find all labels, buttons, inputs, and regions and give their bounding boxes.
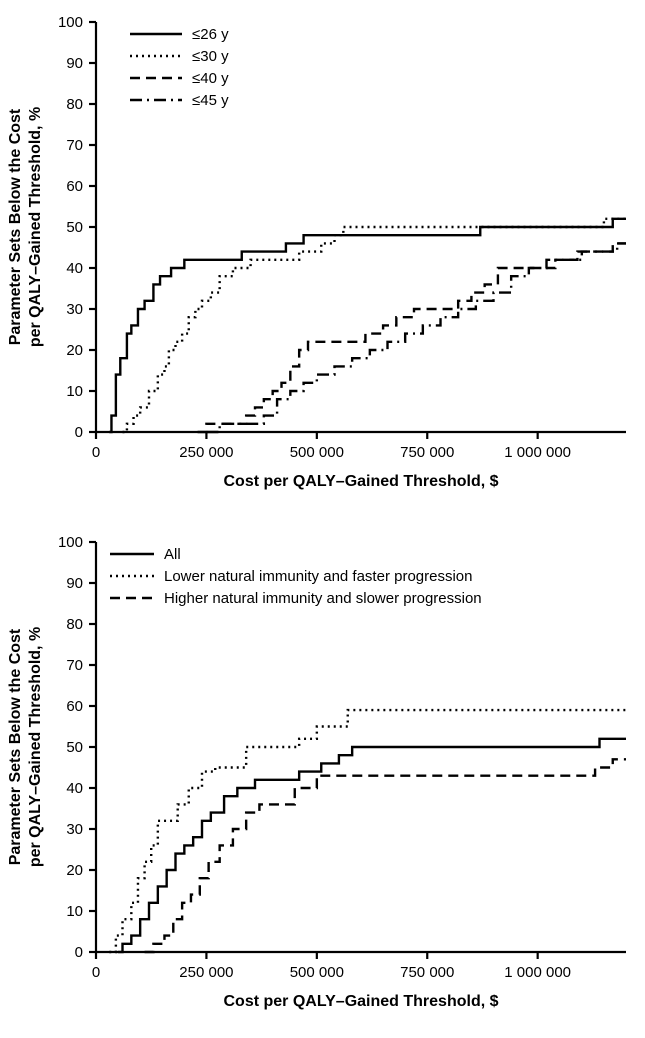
x-tick-label: 750 000	[400, 964, 454, 981]
svg-text:Parameter Sets Below the Cost: Parameter Sets Below the Cost	[7, 628, 24, 865]
legend-label: ≤40 y	[192, 70, 229, 87]
y-axis-title: Parameter Sets Below the Costper QALY–Ga…	[7, 107, 44, 347]
x-tick-label: 750 000	[400, 444, 454, 461]
x-tick-label: 500 000	[290, 444, 344, 461]
legend-label: ≤30 y	[192, 48, 229, 65]
svg-text:Parameter Sets Below the Cost: Parameter Sets Below the Cost	[7, 108, 24, 345]
y-tick-label: 50	[66, 219, 83, 236]
x-tick-label: 1 000 000	[504, 964, 571, 981]
chart-panel-bottom: 0 10 20 30 40 50 60 70 80 90 100 0 250 000 500 000 750…	[0, 520, 645, 1038]
y-tick-label: 60	[66, 178, 83, 195]
series-high	[145, 759, 626, 952]
series-s30	[123, 219, 627, 432]
y-axis-title: Parameter Sets Below the Costper QALY–Ga…	[7, 627, 44, 867]
x-tick-label: 0	[92, 444, 100, 461]
y-tick-label: 30	[66, 301, 83, 318]
series-s26	[109, 219, 626, 432]
y-tick-label: 70	[66, 137, 83, 154]
x-tick-label: 250 000	[179, 444, 233, 461]
y-tick-label: 40	[66, 260, 83, 277]
y-tick-label: 20	[66, 862, 83, 879]
legend-label: Lower natural immunity and faster progre…	[164, 568, 472, 585]
x-tick-label: 0	[92, 964, 100, 981]
y-tick-label: 50	[66, 739, 83, 756]
y-tick-label: 100	[58, 14, 83, 31]
y-tick-label: 0	[75, 424, 83, 441]
legend-label: All	[164, 546, 181, 563]
x-tick-label: 500 000	[290, 964, 344, 981]
y-tick-label: 90	[66, 575, 83, 592]
legend-label: Higher natural immunity and slower progr…	[164, 590, 482, 607]
y-tick-label: 90	[66, 55, 83, 72]
x-tick-label: 250 000	[179, 964, 233, 981]
y-tick-label: 40	[66, 780, 83, 797]
legend-label: ≤26 y	[192, 26, 229, 43]
y-tick-label: 10	[66, 903, 83, 920]
y-tick-label: 80	[66, 616, 83, 633]
y-tick-label: 30	[66, 821, 83, 838]
series-s45	[206, 243, 626, 432]
y-tick-label: 80	[66, 96, 83, 113]
y-tick-label: 20	[66, 342, 83, 359]
y-tick-label: 0	[75, 944, 83, 961]
x-axis-title: Cost per QALY–Gained Threshold, $	[223, 473, 498, 490]
x-tick-label: 1 000 000	[504, 444, 571, 461]
chart-panel-top: 0 10 20 30 40 50 60 70 80 90 100 0 250 000 500 000 750…	[0, 0, 645, 520]
legend-label: ≤45 y	[192, 92, 229, 109]
svg-text:per QALY–Gained Threshold, %: per QALY–Gained Threshold, %	[27, 627, 44, 867]
y-tick-label: 60	[66, 698, 83, 715]
y-tick-label: 100	[58, 534, 83, 551]
figure-container: 01020304050607080901000250 000500 000750…	[0, 0, 645, 1038]
y-tick-label: 70	[66, 657, 83, 674]
series-all	[118, 739, 626, 952]
svg-text:per QALY–Gained Threshold, %: per QALY–Gained Threshold, %	[27, 107, 44, 347]
x-axis-title: Cost per QALY–Gained Threshold, $	[223, 993, 498, 1010]
y-tick-label: 10	[66, 383, 83, 400]
series-s40	[198, 243, 626, 432]
